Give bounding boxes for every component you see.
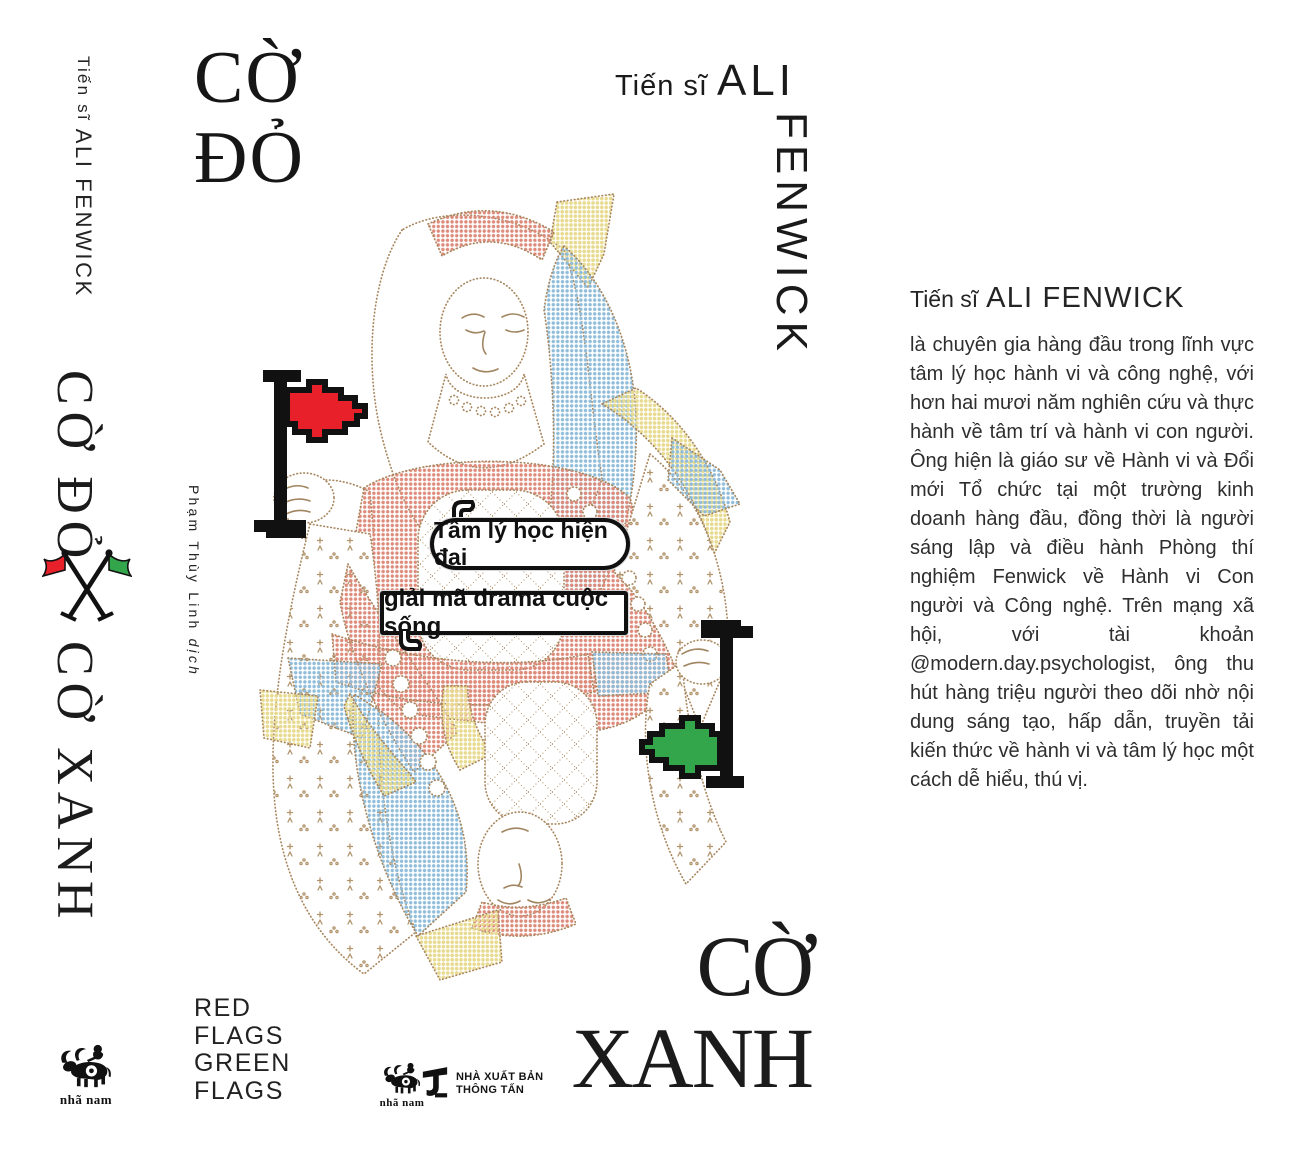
red-pixel-flag-icon bbox=[253, 368, 371, 544]
spine-author-name: ALI FENWICK bbox=[71, 128, 96, 298]
back-author-heading: Tiến sĩ ALI FENWICK bbox=[910, 282, 1185, 315]
cover-author-last: FENWICK bbox=[767, 112, 816, 357]
cover-title-red: CỜ ĐỎ bbox=[194, 38, 305, 198]
cover-author-first: ALI bbox=[716, 56, 795, 105]
publisher-house-line1: NHÀ XUẤT BẢN bbox=[456, 1071, 544, 1083]
thong-tan-logo-icon bbox=[422, 1067, 448, 1098]
cover-bottom-title-line1: CỜ bbox=[696, 918, 814, 1014]
back-author-prefix: Tiến sĩ bbox=[910, 286, 979, 312]
english-title-line: FLAGS bbox=[194, 1076, 284, 1105]
cover-title-green: CỜ XANH bbox=[566, 918, 814, 1106]
cover-title-line1: CỜ bbox=[194, 37, 301, 119]
back-author-name: ALI FENWICK bbox=[986, 282, 1185, 314]
cover-author: Tiến sĩ ALI bbox=[615, 56, 795, 106]
nha-nam-label: nhã nam bbox=[379, 1097, 425, 1109]
cover-bottom-title-line2: XANH bbox=[571, 1010, 814, 1106]
english-title-line: GREEN bbox=[194, 1049, 291, 1077]
translator-role: dịch bbox=[186, 638, 202, 678]
spine-publisher-imprint: nhã nam bbox=[48, 1038, 124, 1108]
english-title-line: FLAGS bbox=[194, 1021, 284, 1050]
english-title: RED FLAGS GREEN FLAGS bbox=[194, 994, 291, 1105]
bubble-bottom: giải mã drama cuộc sống bbox=[380, 585, 628, 640]
nha-nam-label: nhã nam bbox=[59, 1092, 113, 1107]
bubble-bottom-tail-icon bbox=[399, 629, 423, 651]
queen-playing-card-halftone-illustration bbox=[259, 192, 742, 982]
spine-author-prefix: Tiến sĩ bbox=[74, 56, 93, 129]
spine-author: Tiến sĩ ALI FENWICK bbox=[70, 56, 96, 298]
nha-nam-buffalo-logo-icon bbox=[61, 1044, 111, 1088]
nha-nam-buffalo-logo-icon bbox=[384, 1062, 421, 1094]
publisher-house-line2: THÔNG TẤN bbox=[456, 1084, 525, 1096]
crossed-red-green-flags-icon bbox=[42, 549, 132, 622]
cover-publisher-imprint: nhã nam bbox=[374, 1058, 430, 1109]
spine-translator-credit: Phạm Thùy Linh dịch bbox=[186, 485, 202, 677]
bubble-top-tail-icon bbox=[452, 500, 476, 522]
english-title-line: RED bbox=[194, 994, 252, 1022]
spine-title-red: CỜ ĐỎ bbox=[46, 370, 103, 566]
spine-title-green: CỜ XANH bbox=[46, 641, 103, 926]
bubble-top: Tâm lý học hiện đại bbox=[430, 517, 630, 570]
author-bio-text: là chuyên gia hàng đầu trong lĩnh vực tâ… bbox=[910, 334, 1254, 791]
cover-title-line2: ĐỎ bbox=[194, 117, 305, 199]
cover-author-prefix: Tiến sĩ bbox=[615, 70, 708, 102]
translator-name: Phạm Thùy Linh bbox=[186, 485, 202, 639]
green-pixel-flag-icon bbox=[636, 614, 754, 790]
publisher-house-name: NHÀ XUẤT BẢN THÔNG TẤN bbox=[456, 1071, 543, 1097]
